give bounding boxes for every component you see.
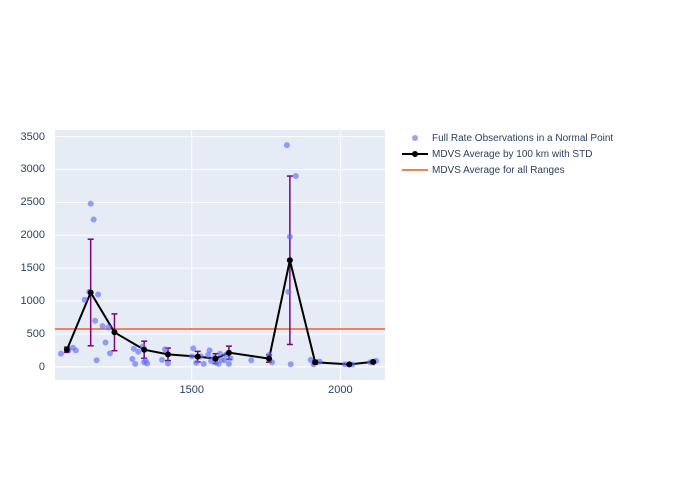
y-tick-label: 3000 [21,163,45,175]
y-tick-label: 1000 [21,295,45,307]
y-tick-label: 0 [39,361,45,373]
y-tick-label: 3500 [21,131,45,143]
y-tick-label: 2000 [21,229,45,241]
legend-label-1: MDVS Average by 100 km with STD [432,149,592,160]
x-tick-label: 2000 [328,384,352,396]
x-axis-labels: 1500 2000 [55,384,385,404]
y-tick-label: 2500 [21,196,45,208]
legend-swatch-line-marker [400,147,430,161]
y-tick-label: 500 [27,328,45,340]
plot-area [55,130,385,380]
y-tick-label: 1500 [21,262,45,274]
legend-item-line-marker: MDVS Average by 100 km with STD [400,146,613,162]
legend: Full Rate Observations in a Normal Point… [400,130,613,178]
plot-svg [55,130,385,380]
y-axis-labels: 0 500 1000 1500 2000 2500 3000 3500 [0,130,50,380]
legend-label-2: MDVS Average for all Ranges [432,165,565,176]
legend-swatch-scatter [400,131,430,145]
chart-container: 0 500 1000 1500 2000 2500 3000 3500 1500 2000 Fu… [0,0,700,500]
x-tick-label: 1500 [180,384,204,396]
legend-label-0: Full Rate Observations in a Normal Point [432,133,613,144]
legend-item-scatter: Full Rate Observations in a Normal Point [400,130,613,146]
legend-swatch-hline [400,163,430,177]
legend-item-hline: MDVS Average for all Ranges [400,162,613,178]
